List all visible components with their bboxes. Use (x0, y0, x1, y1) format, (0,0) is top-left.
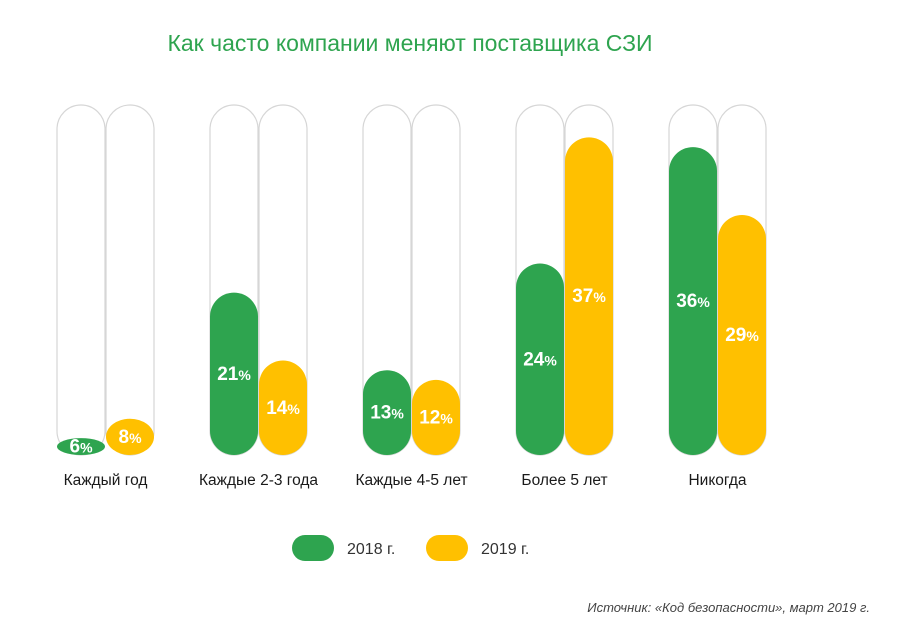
bar-0-0 (57, 438, 105, 455)
category-label-3: Более 5 лет (521, 472, 607, 489)
category-label-2: Каждые 4-5 лет (355, 472, 467, 489)
value-label-0-1: 8% (118, 427, 142, 448)
value-label-2-1: 12% (419, 407, 453, 428)
value-label-3-1: 37% (572, 286, 606, 307)
bar-3-0 (516, 263, 564, 455)
bar-0-1 (106, 418, 154, 455)
bar-2-0 (363, 370, 411, 455)
value-label-3-0: 24% (523, 349, 557, 370)
bar-track (105, 104, 155, 456)
source-note: Источник: «Код безопасности», март 2019 … (587, 600, 870, 615)
legend-label-0: 2018 г. (347, 541, 395, 558)
value-label-1-0: 21% (217, 364, 251, 385)
value-label-0-0: 6% (69, 437, 93, 458)
bar-4-0 (669, 147, 717, 455)
bar-3-1 (565, 137, 613, 455)
category-label-0: Каждый год (64, 472, 148, 489)
legend-label-1: 2019 г. (481, 541, 529, 558)
category-labels: Каждый год Каждые 2-3 года Каждые 4-5 лет Б… (64, 472, 747, 489)
value-labels: 6% 8% 21% 14% 13% 12% 24% 37% 36% 29% (69, 286, 759, 457)
bar-2-1 (412, 379, 460, 455)
bar-track (56, 104, 106, 456)
bar-1-1 (259, 360, 307, 455)
legend-swatch-1 (426, 535, 468, 561)
bar-1-0 (210, 292, 258, 455)
legend: 2018 г. 2019 г. (292, 535, 529, 561)
value-label-1-1: 14% (266, 398, 300, 419)
value-label-4-1: 29% (725, 325, 759, 346)
legend-swatch-0 (292, 535, 334, 561)
bar-tracks (56, 104, 767, 456)
category-label-1: Каждые 2-3 года (199, 472, 318, 489)
bar-4-1 (718, 215, 766, 455)
value-label-2-0: 13% (370, 403, 404, 424)
category-label-4: Никогда (688, 472, 746, 489)
value-label-4-0: 36% (676, 291, 710, 312)
chart-title: Как часто компании меняют поставщика СЗИ (167, 30, 653, 56)
bars (57, 137, 766, 455)
